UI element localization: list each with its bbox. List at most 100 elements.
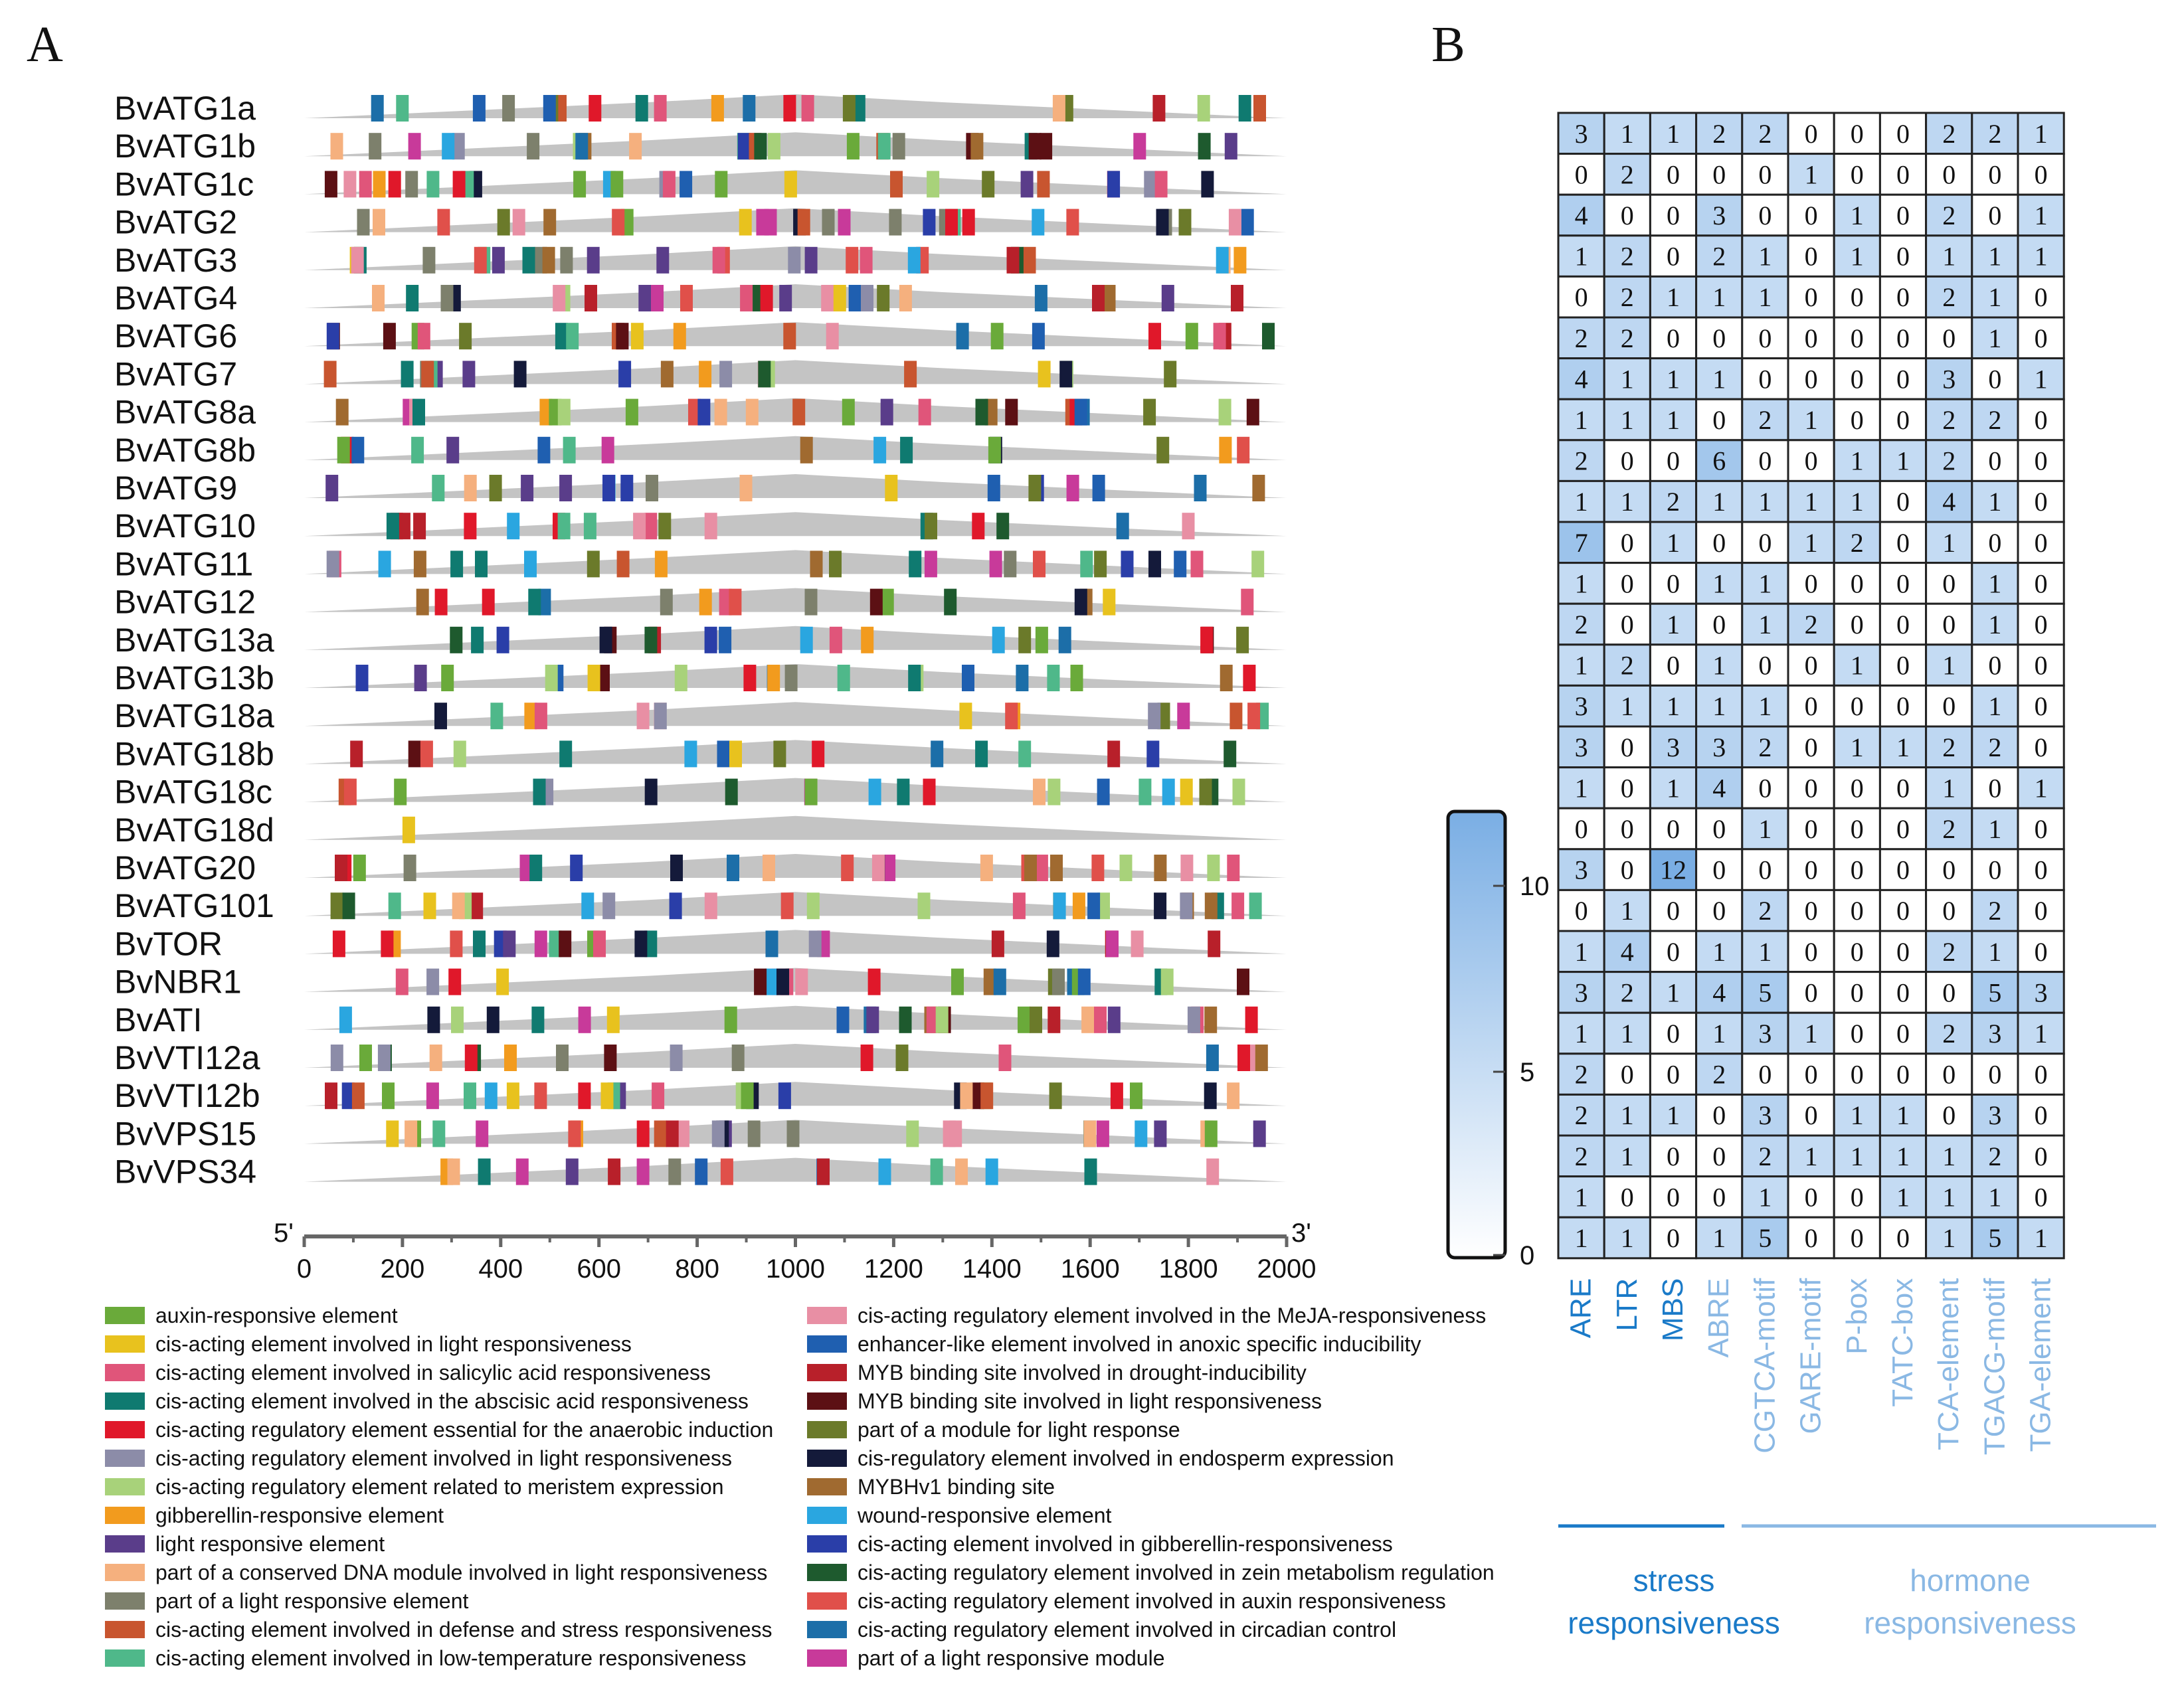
heatmap-cell <box>2017 888 2065 932</box>
gene-label: BvATG9 <box>114 469 237 507</box>
heatmap-cell-value: 3 <box>1942 364 1956 394</box>
cis-element-box <box>1012 892 1026 920</box>
cis-element-box <box>808 930 822 958</box>
cis-element-box <box>450 626 463 653</box>
heatmap-cell-value: 0 <box>1896 610 1910 639</box>
cis-element-box <box>982 171 995 198</box>
cis-element-box <box>397 513 410 540</box>
heatmap-cell-value: 7 <box>1575 528 1588 558</box>
cis-element-box <box>783 323 796 350</box>
heatmap-cell-value: 0 <box>1851 1182 1864 1212</box>
heatmap-cell-value: 0 <box>1712 323 1726 353</box>
heatmap-cell-value: 0 <box>1805 855 1818 885</box>
cis-element-box <box>597 665 610 691</box>
heatmap-cell-value: 0 <box>1712 1100 1726 1130</box>
heatmap-cell-value: 1 <box>1988 937 2001 967</box>
cis-element-box <box>482 588 495 616</box>
cis-element-box <box>453 740 466 768</box>
heatmap-cell-value: 0 <box>1805 651 1818 681</box>
cis-element-box <box>1154 1120 1167 1147</box>
heatmap-cell-value: 0 <box>1621 610 1634 639</box>
heatmap-cell-value: 1 <box>2035 773 2048 803</box>
cis-element-box <box>1094 550 1107 578</box>
cis-element-box <box>471 626 484 653</box>
cis-element-box <box>1231 285 1243 311</box>
heatmap-cell-value: 0 <box>1667 323 1680 353</box>
cis-element-box <box>801 95 814 122</box>
heatmap-cell-value: 1 <box>1712 364 1726 394</box>
heatmap-cell <box>1878 398 1928 442</box>
cis-element-box <box>644 626 658 653</box>
cis-element-box <box>918 398 931 426</box>
heatmap-cell-value: 0 <box>1851 405 1864 435</box>
cis-element-box <box>725 778 738 805</box>
cis-element-box <box>1213 323 1226 350</box>
cis-element-box <box>337 436 350 464</box>
heatmap-cell-value: 1 <box>1988 1182 2001 1212</box>
legend-label: MYB binding site involved in drought-ind… <box>858 1361 1307 1385</box>
heatmap-cell-value: 2 <box>1575 446 1588 476</box>
cis-element-box <box>899 285 912 311</box>
cis-element-box <box>1232 778 1245 805</box>
heatmap-cell-value: 2 <box>1942 446 1956 476</box>
heatmap-cell-value: 2 <box>1758 405 1772 435</box>
heatmap-cell <box>1971 1175 2019 1219</box>
heatmap-cell-value: 0 <box>1896 977 1910 1007</box>
heatmap-cell-value: 3 <box>1575 691 1588 721</box>
heatmap-cell <box>1741 562 1789 605</box>
heatmap-cell-value: 1 <box>1758 242 1772 272</box>
heatmap-cell-value: 1 <box>1712 487 1726 517</box>
heatmap-cell <box>1603 1011 1651 1055</box>
heatmap-cell-value: 0 <box>1896 364 1910 394</box>
axis-tick-label: 200 <box>381 1254 425 1284</box>
cis-element-box <box>601 436 614 464</box>
heatmap-cell-value: 0 <box>1667 937 1680 967</box>
heatmap-cell-value: 2 <box>1942 937 1956 967</box>
heatmap-cell <box>1833 398 1881 442</box>
legend-swatch <box>807 1507 847 1524</box>
heatmap-cell <box>1741 1053 1789 1096</box>
legend-swatch <box>807 1421 847 1438</box>
heatmap-cell-value: 1 <box>1805 1019 1818 1049</box>
heatmap-cell-value: 2 <box>1851 528 1864 558</box>
heatmap-cell-value: 0 <box>1896 487 1910 517</box>
cis-element-box <box>1249 892 1262 920</box>
heatmap-cell-value: 0 <box>1712 896 1726 926</box>
heatmap-cell-value: 2 <box>1758 1141 1772 1171</box>
cis-element-box <box>1138 778 1152 805</box>
cis-element-box <box>411 436 424 464</box>
cis-element-box <box>413 513 426 540</box>
cis-element-box <box>985 1158 998 1185</box>
heatmap-cell <box>1925 1093 1973 1137</box>
heatmap-cell <box>1787 562 1835 605</box>
cis-element-box <box>507 513 520 540</box>
heatmap-cell <box>1649 521 1698 564</box>
promoter-track <box>304 740 1287 764</box>
cis-element-box <box>587 246 600 274</box>
heatmap-cell <box>1603 316 1651 360</box>
heatmap-cell <box>1741 112 1789 155</box>
cis-element-box <box>1072 892 1085 920</box>
cis-element-box <box>740 285 753 311</box>
heatmap-cell <box>2017 766 2065 809</box>
cis-element-box <box>543 209 557 236</box>
heatmap-cell-value: 1 <box>2035 364 2048 394</box>
cis-element-box <box>560 246 573 274</box>
cis-element-box <box>935 1006 949 1033</box>
cis-element-box <box>719 588 732 616</box>
heatmap-cell-value: 0 <box>2035 1182 2048 1212</box>
cis-element-box <box>1032 323 1045 350</box>
heatmap-cell-value: 3 <box>1575 977 1588 1007</box>
cis-element-box <box>429 1045 442 1071</box>
legend-swatch <box>807 1621 847 1638</box>
heatmap-cell <box>1787 766 1835 809</box>
heatmap-cell <box>1649 275 1698 319</box>
cis-element-box <box>513 361 527 388</box>
cis-element-box <box>432 1120 446 1147</box>
legend-label: cis-acting regulatory element involved i… <box>858 1304 1486 1327</box>
heatmap-cell <box>2017 643 2065 687</box>
heatmap-cell-value: 2 <box>1621 159 1634 189</box>
heatmap-cell-value: 2 <box>1621 977 1634 1007</box>
